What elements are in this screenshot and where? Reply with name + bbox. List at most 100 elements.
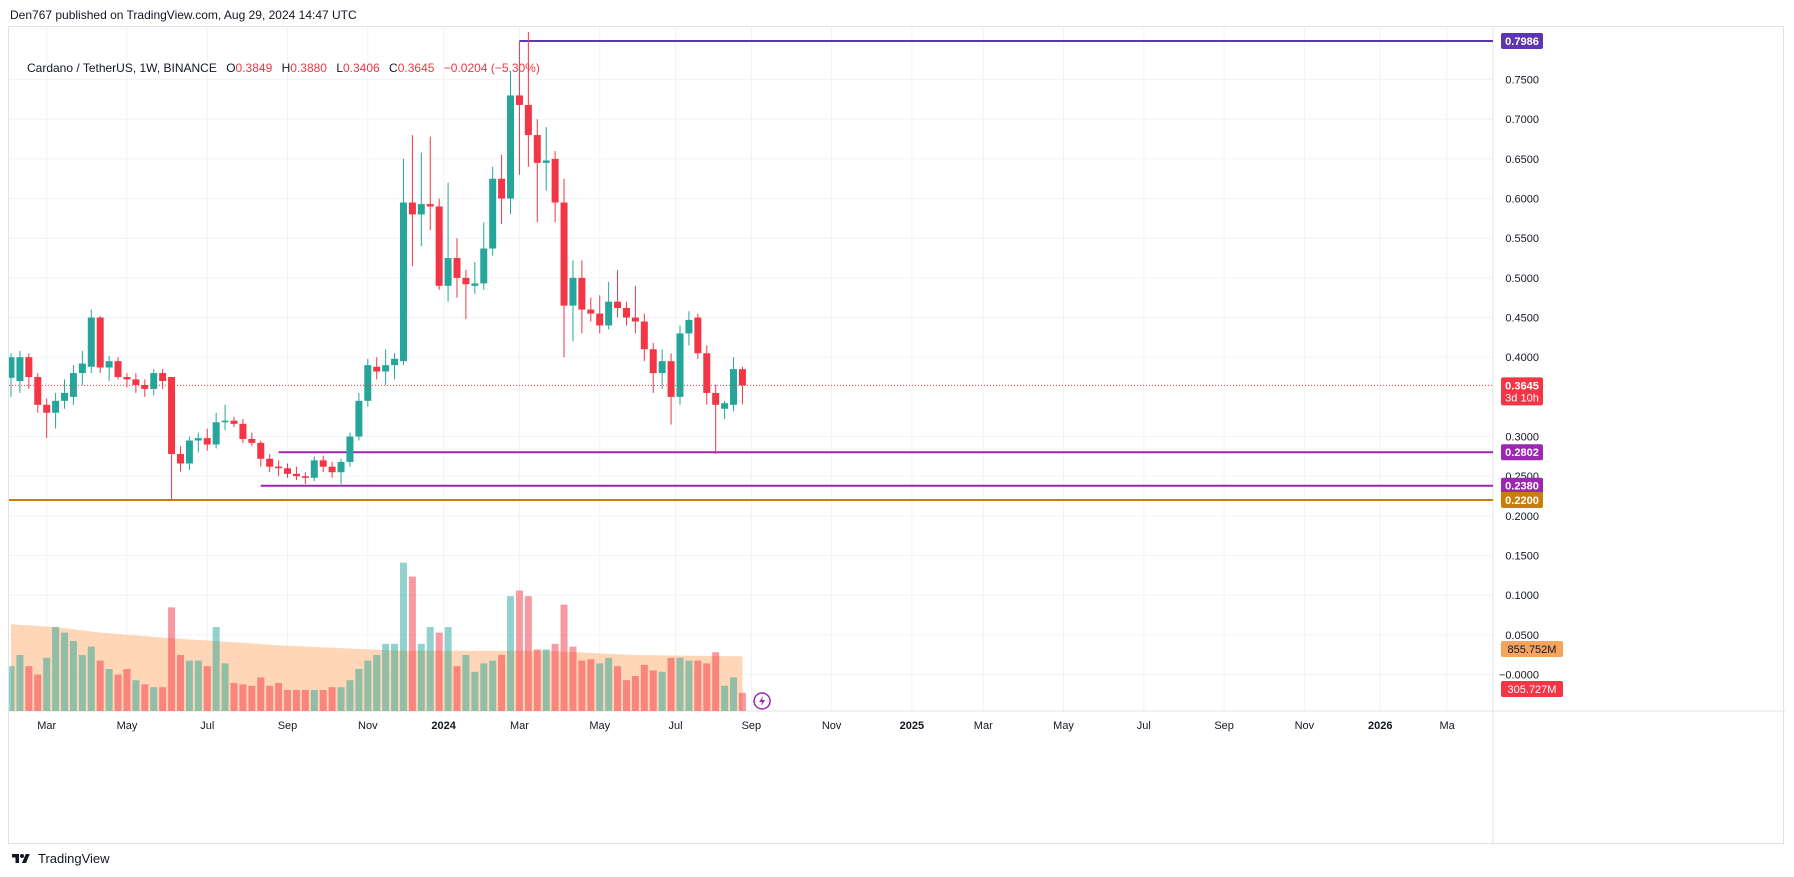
candle-body — [257, 442, 265, 459]
candle-body — [194, 438, 202, 441]
candle-body — [462, 277, 470, 285]
close-value: 0.3645 — [397, 61, 435, 75]
candle-body — [399, 202, 407, 362]
volume-bar — [738, 692, 746, 711]
volume-bar — [587, 659, 595, 711]
volume-bar — [105, 669, 113, 711]
price-chart[interactable]: 0.7500 0.7000 0.6500 0.6000 0.5500 0.5000 0.45… — [9, 27, 1785, 845]
candle-body — [569, 277, 577, 306]
volume-bar — [614, 666, 622, 711]
volume-bar — [212, 627, 220, 711]
volume-bar — [176, 655, 184, 711]
footer-brand[interactable]: TradingView — [10, 851, 110, 866]
countdown-label: 3d 10h — [1505, 392, 1539, 404]
level-label-support-0.2200: 0.2200 — [1505, 495, 1539, 507]
volume-bar — [239, 684, 247, 711]
volume-bar — [712, 652, 720, 711]
volume-bar — [78, 655, 86, 711]
volume-bar — [16, 655, 24, 711]
y-tick-label: 0.5500 — [1505, 233, 1539, 245]
volume-bar — [373, 655, 381, 711]
candle-body — [471, 283, 479, 286]
x-tick-label: Sep — [1214, 720, 1234, 732]
volume-bar — [159, 687, 167, 711]
volume-bar — [132, 680, 140, 711]
candle-body — [114, 361, 122, 378]
candle-body — [435, 206, 443, 286]
volume-bar — [355, 669, 363, 711]
candle-body — [346, 436, 354, 462]
volume-bar — [399, 562, 407, 711]
y-tick-label: 0.5000 — [1505, 273, 1539, 285]
volume-bar — [248, 685, 256, 711]
candle-body — [649, 349, 657, 374]
candle-body — [391, 358, 399, 366]
volume-bar — [426, 627, 434, 711]
candle-body — [319, 460, 327, 467]
volume-bar — [676, 657, 684, 711]
y-tick-label: 0.4000 — [1505, 352, 1539, 364]
candle-body — [159, 373, 167, 382]
candle-body — [533, 135, 541, 163]
y-tick-label: 0.4500 — [1505, 313, 1539, 325]
volume-bar — [257, 677, 265, 711]
x-tick-label: 2025 — [900, 720, 924, 732]
volume-bar — [462, 655, 470, 711]
volume-bar — [569, 646, 577, 711]
x-tick-label: Nov — [358, 720, 378, 732]
volume-bar — [515, 590, 523, 711]
volume-bar — [310, 690, 318, 711]
volume-bar — [622, 680, 630, 711]
candle-body — [230, 420, 238, 424]
candle-body — [132, 379, 140, 385]
candle-body — [738, 369, 746, 386]
low-label: L — [336, 61, 343, 75]
candle-body — [96, 317, 104, 368]
candle-body — [515, 95, 523, 105]
candle-body — [551, 158, 559, 203]
volume-bar — [9, 666, 15, 711]
candle-body — [61, 392, 69, 401]
y-tick-label: 0.7000 — [1505, 114, 1539, 126]
volume-bar — [417, 643, 425, 711]
volume-bar — [551, 643, 559, 711]
candle-body — [16, 357, 24, 382]
candle-body — [123, 377, 131, 380]
volume-bar — [542, 649, 550, 711]
candle-body — [426, 204, 434, 207]
volume-bar — [194, 660, 202, 711]
x-tick-label: Mar — [510, 720, 529, 732]
volume-bar — [382, 643, 390, 711]
level-label-support-0.2802: 0.2802 — [1505, 447, 1539, 459]
x-tick-label: Jul — [1137, 720, 1151, 732]
volume-bar — [96, 660, 104, 711]
candle-body — [87, 317, 95, 367]
candle-body — [25, 357, 33, 378]
x-tick-label: Ma — [1439, 720, 1455, 732]
volume-bar — [364, 660, 372, 711]
candle-body — [168, 377, 176, 454]
candle-body — [150, 373, 158, 389]
candle-body — [498, 178, 506, 199]
volume-bar — [43, 657, 51, 711]
candle-body — [640, 321, 648, 350]
x-tick-label: May — [589, 720, 610, 732]
volume-bar — [658, 671, 666, 711]
y-tick-label: 0.3000 — [1505, 432, 1539, 444]
open-label: O — [226, 61, 236, 75]
open-value: 0.3849 — [235, 61, 273, 75]
x-tick-label: May — [117, 720, 138, 732]
candle-body — [596, 313, 604, 326]
candle-body — [694, 317, 702, 354]
lightning-icon[interactable] — [753, 692, 771, 710]
change-value: −0.0204 (−5.30%) — [443, 61, 540, 75]
x-tick-label: 2024 — [431, 720, 456, 732]
volume-bar — [605, 657, 613, 711]
close-label: C — [389, 61, 398, 75]
volume-current-label: 305.727M — [1508, 684, 1557, 696]
y-tick-label: −0.0000 — [1499, 670, 1539, 682]
x-tick-label: 2026 — [1368, 720, 1392, 732]
volume-current-tag — [1501, 681, 1563, 697]
chart-frame[interactable]: 0.7500 0.7000 0.6500 0.6000 0.5500 0.5000 0.45… — [8, 26, 1785, 845]
last-price-tag — [1501, 377, 1543, 406]
